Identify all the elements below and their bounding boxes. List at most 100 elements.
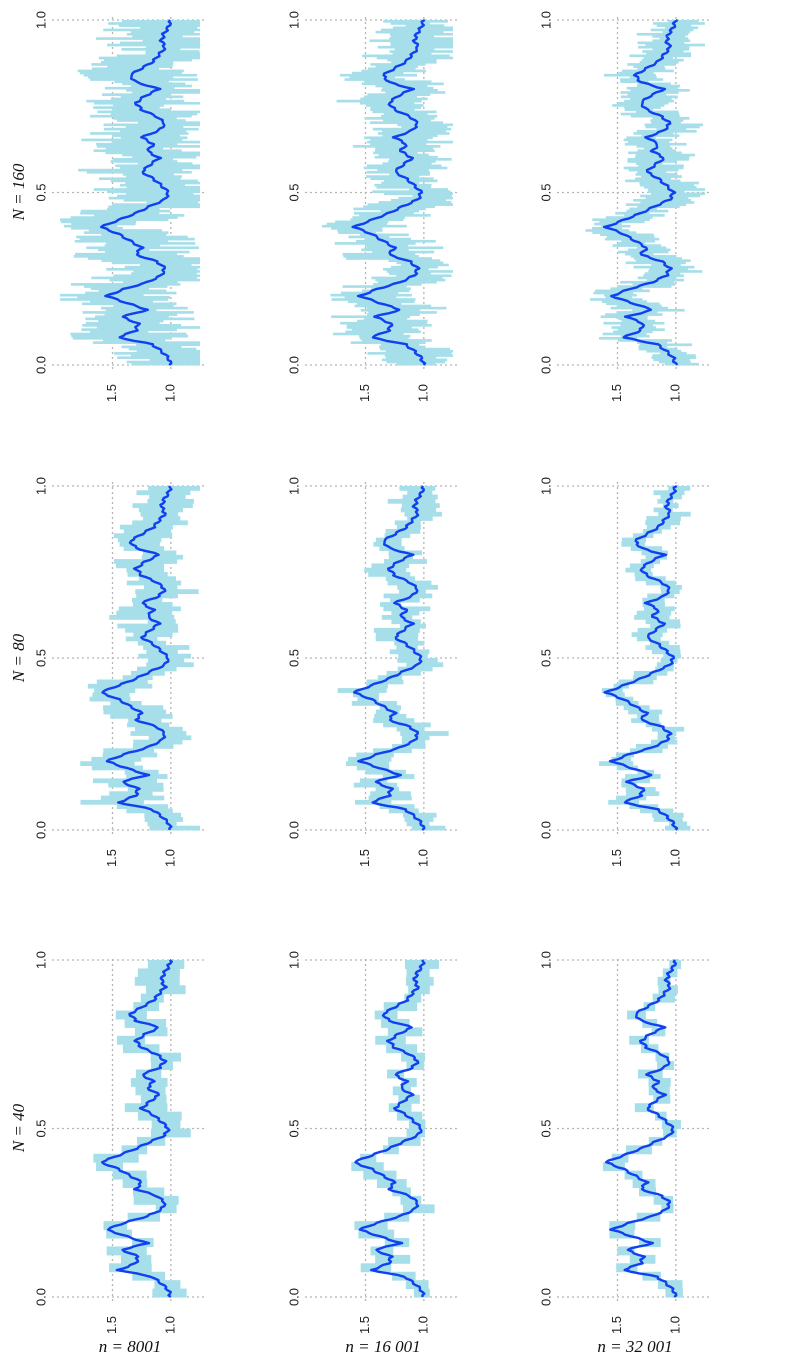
band-step	[85, 291, 177, 295]
band-step	[96, 679, 148, 685]
band-step	[387, 498, 436, 504]
band-step	[406, 968, 430, 978]
band-step	[372, 190, 451, 193]
band-step	[111, 261, 200, 265]
band-step	[121, 48, 181, 51]
band-step	[380, 343, 420, 347]
band-step	[96, 142, 178, 146]
band-step	[97, 248, 150, 252]
band-step	[362, 54, 450, 58]
band-step	[375, 1254, 411, 1264]
band-step	[378, 201, 452, 204]
band-step	[382, 129, 447, 133]
band-step	[147, 498, 194, 504]
band-step	[394, 640, 425, 646]
band-step	[116, 610, 173, 616]
band-step	[593, 291, 634, 295]
band-step	[154, 1280, 181, 1290]
band-step	[611, 756, 632, 762]
band-step	[105, 151, 200, 155]
y-tick-label: 1.5	[104, 1316, 119, 1334]
band-step	[379, 705, 401, 711]
band-step	[91, 67, 160, 71]
band-step	[347, 300, 415, 303]
x-tick-label: 0.0	[538, 1288, 553, 1306]
band-step	[394, 520, 421, 526]
band-step	[397, 584, 438, 590]
x-tick-label: 1.0	[286, 11, 301, 29]
y-tick-label: 1.5	[609, 384, 624, 402]
band-step	[663, 1128, 677, 1138]
x-tick-label: 0.5	[538, 649, 553, 667]
band-step	[111, 140, 200, 144]
band-step	[145, 985, 186, 995]
band-step	[374, 155, 438, 159]
band-step	[103, 58, 192, 62]
band-step	[629, 76, 657, 79]
x-tick-label: 0.0	[286, 821, 301, 839]
band-step	[411, 825, 446, 831]
band-step	[353, 207, 426, 211]
center-line	[101, 485, 173, 831]
band-step	[383, 119, 432, 122]
band-step	[353, 211, 414, 215]
band-step	[366, 306, 447, 310]
band-step	[348, 235, 390, 239]
band-step	[653, 22, 705, 25]
band-step	[375, 278, 446, 282]
band-step	[609, 1229, 635, 1239]
band-step	[71, 227, 123, 230]
band-step	[333, 332, 404, 336]
band-step	[137, 1111, 182, 1121]
band-step	[385, 529, 421, 534]
band-step	[104, 313, 178, 316]
x-tick-label: 0.0	[33, 356, 48, 374]
x-tick-label: 0.5	[538, 183, 553, 201]
band-step	[125, 181, 200, 185]
band-step	[619, 78, 664, 81]
band-step	[363, 1170, 397, 1180]
band-step	[630, 255, 677, 258]
band-step	[128, 347, 197, 351]
band-step	[625, 791, 660, 797]
band-step	[126, 360, 200, 364]
band-step	[122, 82, 186, 86]
band-step	[120, 183, 186, 187]
band-step	[112, 158, 174, 161]
x-tick-label: 1.0	[538, 477, 553, 495]
band-step	[636, 32, 689, 36]
band-step	[91, 63, 174, 66]
band-step	[94, 315, 169, 319]
panel-1-1: 0.0 0.5 1.0 1.0 1.5	[286, 477, 459, 867]
band-step	[346, 324, 432, 327]
band-step	[114, 352, 200, 355]
band-step	[366, 313, 420, 316]
band-step	[102, 93, 172, 96]
band-step	[612, 104, 665, 107]
band-step	[77, 296, 170, 299]
band-step	[150, 1128, 191, 1138]
band-step	[130, 731, 187, 736]
band-step	[382, 162, 432, 165]
band-step	[108, 782, 164, 788]
band-step	[637, 41, 685, 45]
band-step	[601, 300, 648, 303]
center-line	[605, 959, 678, 1298]
band-step	[632, 283, 676, 286]
band-step	[330, 293, 412, 297]
band-step	[123, 529, 172, 534]
band-step	[352, 145, 441, 148]
band-step	[353, 782, 398, 788]
band-step	[122, 173, 175, 176]
band-step	[633, 132, 674, 135]
band-step	[110, 97, 166, 101]
band-step	[657, 735, 675, 741]
band-step	[638, 45, 690, 49]
band-step	[385, 91, 446, 94]
band-step	[630, 97, 672, 101]
band-step	[136, 490, 191, 496]
x-tick-label: 0.5	[286, 649, 301, 667]
band-step	[652, 354, 696, 357]
band-step	[120, 95, 184, 99]
band-step	[398, 1094, 420, 1104]
